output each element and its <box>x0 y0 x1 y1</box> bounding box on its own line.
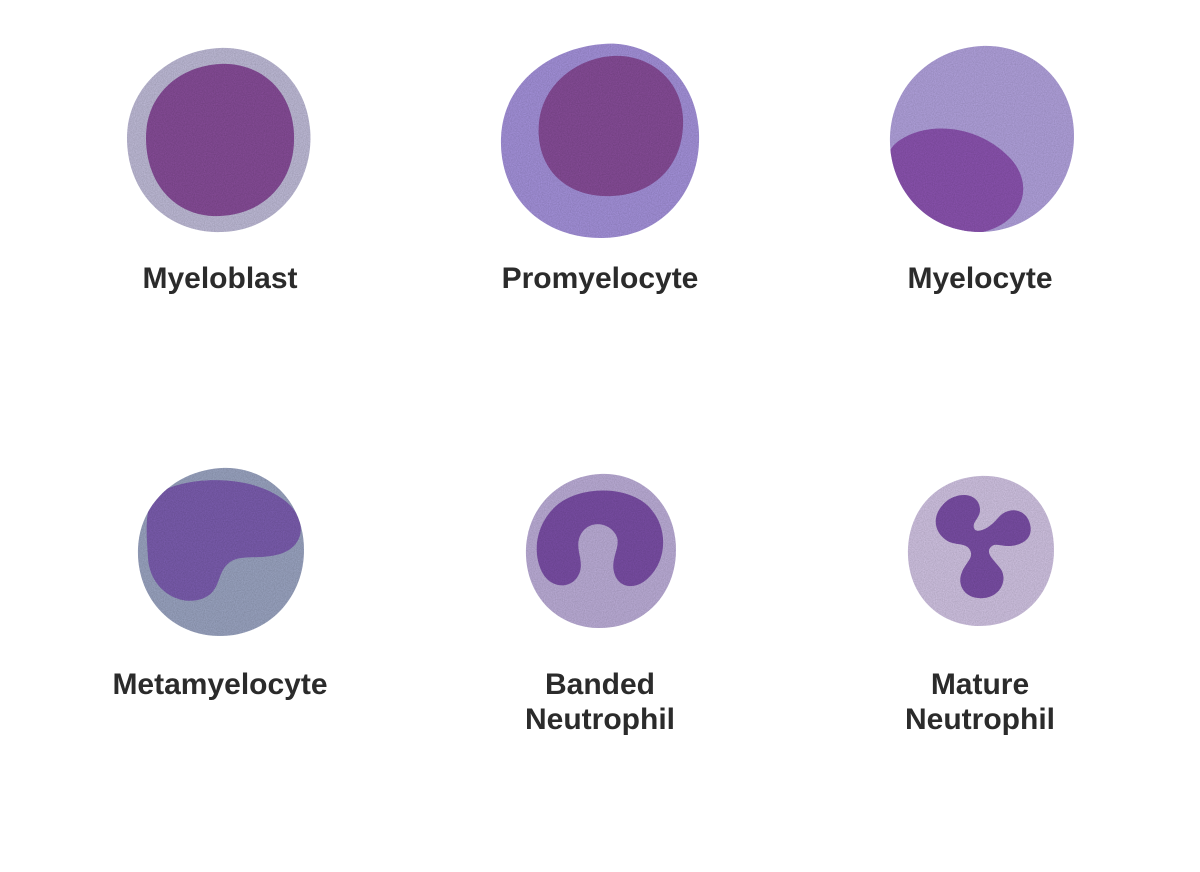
metamyelocyte-label: Metamyelocyte <box>112 668 327 703</box>
mature-neutrophil-label: Mature Neutrophil <box>905 668 1055 737</box>
metamyelocyte-illustration <box>120 446 320 656</box>
myeloblast-illustration <box>110 30 330 250</box>
myelocyte-label: Myelocyte <box>907 262 1052 297</box>
promyelocyte-illustration <box>485 30 715 250</box>
cell-myeloblast: Myeloblast <box>40 30 400 416</box>
myelocyte-illustration <box>870 30 1090 250</box>
cell-banded-neutrophil: Banded Neutrophil <box>420 446 780 832</box>
cell-promyelocyte: Promyelocyte <box>420 30 780 416</box>
banded-neutrophil-label: Banded Neutrophil <box>525 668 675 737</box>
neutrophil-maturation-grid: Myeloblast Promyelocyte <box>0 0 1200 872</box>
cell-metamyelocyte: Metamyelocyte <box>40 446 400 832</box>
banded-neutrophil-illustration <box>500 446 700 656</box>
myeloblast-label: Myeloblast <box>142 262 297 297</box>
promyelocyte-label: Promyelocyte <box>502 262 699 297</box>
cell-myelocyte: Myelocyte <box>800 30 1160 416</box>
cell-mature-neutrophil: Mature Neutrophil <box>800 446 1160 832</box>
mature-neutrophil-illustration <box>880 446 1080 656</box>
